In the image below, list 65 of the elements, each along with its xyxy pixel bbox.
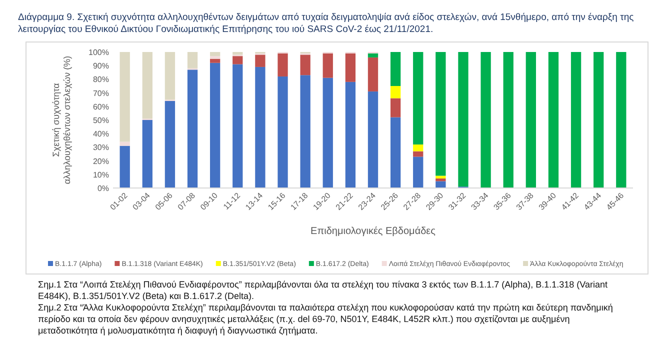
bar	[232, 56, 243, 64]
bar	[255, 54, 266, 67]
bar	[210, 62, 220, 188]
bar	[232, 64, 243, 188]
bar	[458, 52, 468, 187]
bar	[436, 176, 446, 178]
bar	[368, 91, 378, 188]
bar	[390, 52, 401, 86]
bar	[142, 120, 152, 188]
bar	[120, 146, 130, 188]
y-axis-title: Σχετική συχνότητα αλληλουχηθέντων στελεχών (%)	[51, 56, 72, 184]
bar	[210, 52, 220, 56]
bar	[436, 52, 446, 176]
chart-title: Διάγραμμα 9. Σχετική συχνότητα αλληλουχηθέντων δειγμάτων από τυχαία δειγματοληψία ανά είδος στελεχών, ανά 15νθήμερο, από την έναρξη της λειτουργίας του Εθνικού Δικτύου Γονιδιωματικής Επιτήρησης του ιού SARS CoV-2 έως 21/11/2021.	[18, 12, 634, 35]
bar	[368, 57, 378, 92]
text: Σημ.1 Στα “Λοιπά Στελέχη Πιθανού Ενδιαφέροντος” περιλαμβάνονται όλα τα στελέχη του πίνακα 3 εκτός των B.1.1.7 (Alpha), B.1.1.318 (Variant E484K), B.1.351/501Y.V2 (Beta) και B.1.617.2 (Delta).	[38, 280, 608, 301]
bar	[570, 52, 582, 188]
bar	[390, 86, 401, 98]
bar	[345, 53, 356, 82]
bar	[368, 53, 378, 58]
bar	[164, 52, 176, 100]
bar	[503, 52, 514, 188]
y-tick-label: 60%	[92, 102, 109, 112]
bar	[210, 56, 220, 59]
bar	[413, 151, 424, 157]
bar	[594, 52, 604, 188]
bar	[436, 178, 446, 182]
bar	[164, 100, 176, 188]
bar	[480, 52, 491, 188]
y-tick-label: 50%	[92, 116, 109, 125]
bar	[616, 52, 626, 188]
bar	[278, 53, 288, 76]
bar	[322, 53, 333, 78]
y-tick-label: 100%	[88, 48, 109, 57]
bar	[526, 52, 536, 188]
bar	[210, 58, 220, 63]
bar	[413, 52, 424, 144]
bar	[413, 156, 424, 188]
bar	[345, 82, 356, 188]
bar	[120, 142, 130, 146]
bar	[232, 52, 243, 55]
bar	[255, 66, 266, 188]
bar	[120, 52, 130, 142]
bar	[187, 52, 198, 68]
bar	[300, 54, 310, 76]
bar	[548, 52, 559, 188]
bar	[187, 70, 198, 188]
y-tick-label: 30%	[92, 143, 109, 152]
y-tick-label: 70%	[92, 88, 109, 98]
bar	[322, 78, 333, 188]
y-tick-label: 10%	[92, 170, 109, 180]
y-tick-label: 90%	[92, 62, 109, 71]
y-tick-label: 40%	[92, 130, 109, 139]
x-axis-title: Επιδημιολογικές Εβδομάδες	[310, 226, 436, 237]
y-tick-label: 20%	[92, 156, 109, 166]
text: Σημ.2 Στα “Άλλα Κυκλοφορούντα Στελέχη” περιλαμβάνονται τα παλαιότερα στελέχη που κυκλοφορούσαν κατά την πρώτη και δεύτερη πανδημική περίοδο και τα οποία δεν φέρουν ανησυχητικές μεταλλάξεις (π.χ. del 69-70, N501Y, E484K, L452R κλπ.) που σχετίζονται με αυξημένη μεταδοτικότητα ή μολυσματικότητα ή διαφυγή ή διαγνωστικά ζητήματα.	[38, 302, 613, 336]
y-tick-label: 80%	[92, 75, 109, 84]
bar	[142, 52, 152, 119]
bar	[390, 98, 401, 118]
bar	[413, 144, 424, 152]
bar	[278, 76, 288, 188]
bar	[300, 75, 310, 188]
y-tick-label: 0%	[97, 184, 109, 193]
bar	[436, 181, 446, 188]
bar	[390, 117, 401, 188]
